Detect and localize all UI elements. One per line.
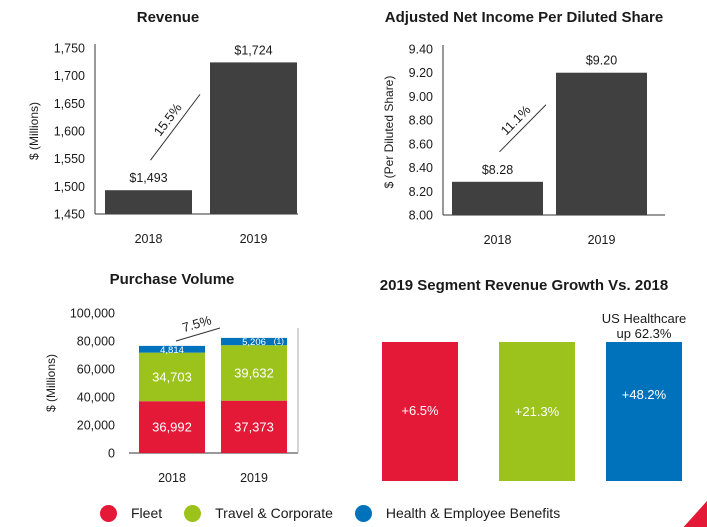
chart1-data-label: $8.28: [482, 163, 513, 177]
chart3-bar-1: [499, 342, 575, 481]
chart2-segment-label: 36,992: [152, 420, 192, 435]
legend: Fleet Travel & Corporate Health & Employ…: [100, 500, 582, 526]
chart1-ytick: 8.80: [409, 114, 433, 128]
chart2-title: Purchase Volume: [110, 271, 235, 288]
chart0-bar: [210, 62, 297, 215]
chart2-segment-label: 4,814: [160, 345, 184, 356]
legend-item-travel: Travel & Corporate: [184, 504, 333, 522]
chart2-ytick: 0: [108, 447, 115, 461]
chart0-ytick: 1,650: [54, 97, 85, 111]
chart1-ytick: 8.00: [409, 209, 433, 223]
legend-label-health: Health & Employee Benefits: [385, 505, 561, 521]
chart3-title: 2019 Segment Revenue Growth Vs. 2018: [380, 277, 668, 294]
chart3-value-label: +21.3%: [515, 404, 560, 419]
chart2-segment-label: 5,206: [242, 337, 266, 348]
chart0-ytick: 1,500: [54, 180, 85, 194]
chart2-segment-0: [139, 401, 205, 453]
chart2-segment-0: [221, 400, 287, 453]
chart1-ytick: 9.40: [409, 43, 433, 57]
chart3-annotation-line2: up 62.3%: [617, 326, 672, 341]
chart1-growth-line: [499, 104, 547, 153]
chart2-ytick: 20,000: [77, 419, 115, 433]
chart1-title: Adjusted Net Income Per Diluted Share: [385, 9, 663, 26]
chart0-ylabel: $ (Millions): [27, 102, 41, 160]
chart0-xtick: 2018: [135, 232, 163, 246]
chart0-ytick: 1,700: [54, 69, 85, 83]
legend-item-fleet: Fleet: [100, 504, 163, 522]
chart0-growth-label: 15.5%: [151, 100, 185, 139]
chart2-ytick: 60,000: [77, 363, 115, 377]
chart2-xtick: 2018: [158, 471, 186, 485]
chart3-value-label: +48.2%: [622, 387, 667, 402]
chart2-ylabel: $ (Millions): [44, 354, 58, 412]
chart0-bar: [105, 190, 192, 214]
chart0-xtick: 2019: [240, 232, 268, 246]
chart0-data-label: $1,493: [129, 171, 167, 185]
chart2-segment-label: 34,703: [152, 369, 192, 384]
chart2-ytick: 100,000: [70, 307, 115, 321]
chart1-data-label: $9.20: [586, 54, 617, 68]
chart3-bar-0: [382, 342, 458, 481]
legend-dot-travel: [184, 504, 202, 522]
chart2-segment-label: 37,373: [234, 419, 274, 434]
legend-item-health: Health & Employee Benefits: [354, 504, 561, 522]
chart2-segment-2: [221, 337, 287, 346]
chart3-bar-2: [606, 342, 682, 481]
chart2-segment-1: [139, 352, 205, 402]
chart1-ylabel: $ (Per Diluted Share): [382, 76, 396, 189]
chart2-xtick: 2019: [240, 471, 268, 485]
chart2-footnote-marker: (1): [274, 336, 285, 346]
chart1-ytick: 9.20: [409, 66, 433, 80]
legend-dot-fleet: [100, 504, 117, 522]
chart2-segment-label: 39,632: [234, 365, 274, 380]
chart2-segment-1: [221, 345, 287, 401]
chart1-ytick: 8.40: [409, 161, 433, 175]
chart2-growth-line: [175, 327, 221, 342]
chart1-growth-label: 11.1%: [498, 102, 534, 138]
chart1-ytick: 8.60: [409, 137, 433, 151]
chart1-xtick: 2019: [588, 233, 616, 247]
chart2-ytick: 80,000: [77, 335, 115, 349]
chart0-ytick: 1,600: [54, 125, 85, 139]
chart0-title: Revenue: [137, 9, 200, 26]
legend-label-travel: Travel & Corporate: [215, 505, 333, 521]
chart3-value-label: +6.5%: [401, 403, 439, 418]
chart1-ytick: 9.00: [409, 90, 433, 104]
chart0-ytick: 1,450: [54, 208, 85, 222]
legend-dot-health: [354, 504, 372, 522]
chart1-ytick: 8.20: [409, 185, 433, 199]
chart0-growth-line: [150, 94, 201, 161]
chart2-segment-2: [139, 345, 205, 353]
chart0-ytick: 1,750: [54, 42, 85, 56]
chart3-annotation-line1: US Healthcare: [602, 311, 687, 326]
chart1-xtick: 2018: [484, 233, 512, 247]
chart0-data-label: $1,724: [234, 43, 272, 57]
chart1-bar: [452, 181, 543, 215]
legend-label-fleet: Fleet: [131, 505, 163, 521]
chart1-bar: [556, 72, 647, 215]
chart2-ytick: 40,000: [77, 391, 115, 405]
chart0-ytick: 1,550: [54, 152, 85, 166]
